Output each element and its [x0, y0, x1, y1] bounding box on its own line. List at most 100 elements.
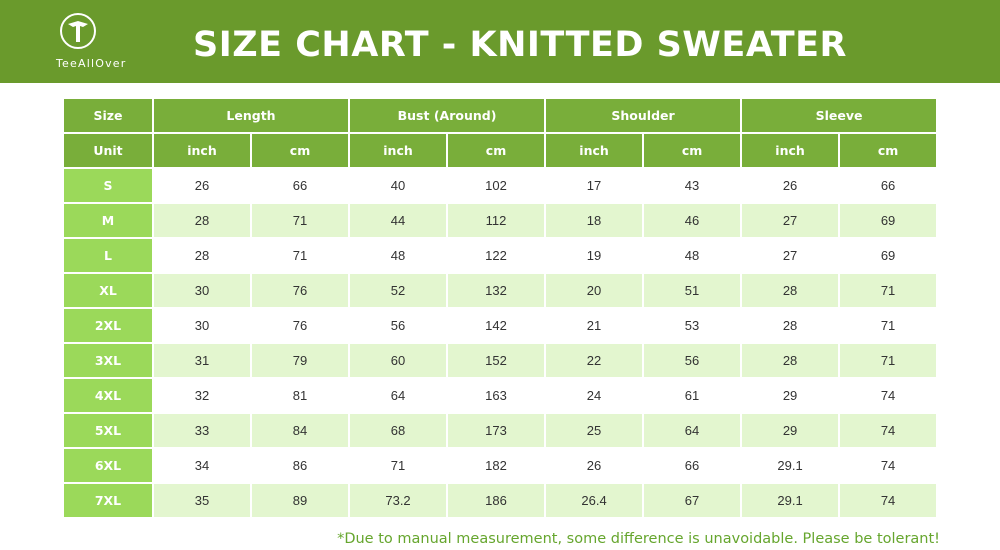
measurement-cell: 43	[642, 167, 743, 204]
brand-logo: TeeAllOver	[56, 12, 125, 72]
size-cell: 3XL	[62, 342, 154, 379]
measurement-cell: 20	[544, 272, 645, 309]
page-title: SIZE CHART - KNITTED SWEATER	[193, 25, 847, 65]
measurement-cell: 71	[838, 307, 939, 344]
measurement-cell: 48	[348, 237, 449, 274]
measurement-cell: 71	[249, 202, 351, 239]
size-cell: 5XL	[62, 412, 154, 449]
measurement-cell: 30	[152, 307, 252, 344]
measurement-cell: 69	[838, 202, 939, 239]
measurement-cell: 26	[740, 167, 841, 204]
table-row: L 28 71 48 122 19 48 27 69	[62, 237, 939, 274]
col-header-length: Length	[151, 97, 351, 134]
unit-header: inch	[348, 132, 449, 169]
table-row: 3XL 31 79 60 152 22 56 28 71	[62, 342, 939, 379]
size-cell: M	[62, 202, 154, 239]
measurement-cell: 25	[544, 412, 645, 449]
table-row: 2XL 30 76 56 142 21 53 28 71	[62, 307, 939, 344]
col-header-sleeve: Sleeve	[740, 97, 939, 134]
header-row-measurements: Size Length Bust (Around) Shoulder Sleev…	[62, 97, 939, 134]
measurement-cell: 26	[544, 447, 645, 484]
measurement-cell: 51	[642, 272, 743, 309]
col-header-shoulder: Shoulder	[544, 97, 743, 134]
measurement-cell: 74	[838, 482, 939, 519]
measurement-cell: 64	[642, 412, 743, 449]
measurement-cell: 102	[446, 167, 547, 204]
table-body: S 26 66 40 102 17 43 26 66 M 28 71 44 112 18 46 27 69 L 28 7…	[62, 167, 939, 519]
measurement-cell: 74	[838, 447, 939, 484]
measurement-cell: 48	[642, 237, 743, 274]
table-row: M 28 71 44 112 18 46 27 69	[62, 202, 939, 239]
size-cell: S	[62, 167, 154, 204]
measurement-cell: 122	[446, 237, 547, 274]
measurement-cell: 19	[544, 237, 645, 274]
unit-header: inch	[740, 132, 841, 169]
unit-header: cm	[446, 132, 547, 169]
measurement-cell: 17	[544, 167, 645, 204]
measurement-cell: 66	[838, 167, 939, 204]
measurement-cell: 60	[348, 342, 449, 379]
measurement-cell: 27	[740, 237, 841, 274]
measurement-cell: 71	[838, 342, 939, 379]
measurement-cell: 66	[249, 167, 351, 204]
measurement-cell: 46	[642, 202, 743, 239]
size-cell: XL	[62, 272, 154, 309]
measurement-cell: 186	[446, 482, 547, 519]
measurement-cell: 44	[348, 202, 449, 239]
measurement-cell: 29.1	[740, 482, 841, 519]
measurement-cell: 182	[446, 447, 547, 484]
measurement-cell: 52	[348, 272, 449, 309]
measurement-cell: 18	[544, 202, 645, 239]
measurement-cell: 28	[740, 272, 841, 309]
measurement-cell: 35	[152, 482, 252, 519]
measurement-cell: 79	[249, 342, 351, 379]
measurement-cell: 33	[152, 412, 252, 449]
table-row: S 26 66 40 102 17 43 26 66	[62, 167, 939, 204]
size-cell: 7XL	[62, 482, 154, 519]
measurement-cell: 40	[348, 167, 449, 204]
measurement-cell: 28	[152, 237, 252, 274]
measurement-cell: 61	[642, 377, 743, 414]
measurement-cell: 24	[544, 377, 645, 414]
measurement-cell: 73.2	[348, 482, 449, 519]
measurement-cell: 26.4	[544, 482, 645, 519]
size-cell: L	[62, 237, 154, 274]
measurement-cell: 152	[446, 342, 547, 379]
unit-label: Unit	[62, 132, 154, 169]
size-chart-table: Size Length Bust (Around) Shoulder Sleev…	[62, 97, 939, 519]
measurement-cell: 56	[642, 342, 743, 379]
measurement-cell: 29	[740, 377, 841, 414]
measurement-cell: 69	[838, 237, 939, 274]
unit-header: inch	[544, 132, 645, 169]
unit-header: inch	[152, 132, 252, 169]
table-row: 4XL 32 81 64 163 24 61 29 74	[62, 377, 939, 414]
measurement-cell: 29.1	[740, 447, 841, 484]
measurement-cell: 76	[249, 307, 351, 344]
measurement-cell: 163	[446, 377, 547, 414]
measurement-cell: 71	[249, 237, 351, 274]
measurement-cell: 89	[249, 482, 351, 519]
shirt-logo-icon	[60, 13, 96, 49]
measurement-cell: 22	[544, 342, 645, 379]
table-row: 7XL 35 89 73.2 186 26.4 67 29.1 74	[62, 482, 939, 519]
measurement-cell: 142	[446, 307, 547, 344]
measurement-cell: 32	[152, 377, 252, 414]
measurement-cell: 67	[642, 482, 743, 519]
col-header-bust: Bust (Around)	[348, 97, 547, 134]
size-cell: 2XL	[62, 307, 154, 344]
measurement-cell: 66	[642, 447, 743, 484]
table-row: 6XL 34 86 71 182 26 66 29.1 74	[62, 447, 939, 484]
measurement-cell: 28	[740, 342, 841, 379]
measurement-cell: 30	[152, 272, 252, 309]
measurement-cell: 86	[249, 447, 351, 484]
measurement-cell: 173	[446, 412, 547, 449]
table-row: XL 30 76 52 132 20 51 28 71	[62, 272, 939, 309]
measurement-cell: 28	[152, 202, 252, 239]
table-row: 5XL 33 84 68 173 25 64 29 74	[62, 412, 939, 449]
measurement-cell: 81	[249, 377, 351, 414]
measurement-cell: 74	[838, 377, 939, 414]
measurement-cell: 112	[446, 202, 547, 239]
measurement-cell: 34	[152, 447, 252, 484]
measurement-cell: 28	[740, 307, 841, 344]
measurement-cell: 53	[642, 307, 743, 344]
